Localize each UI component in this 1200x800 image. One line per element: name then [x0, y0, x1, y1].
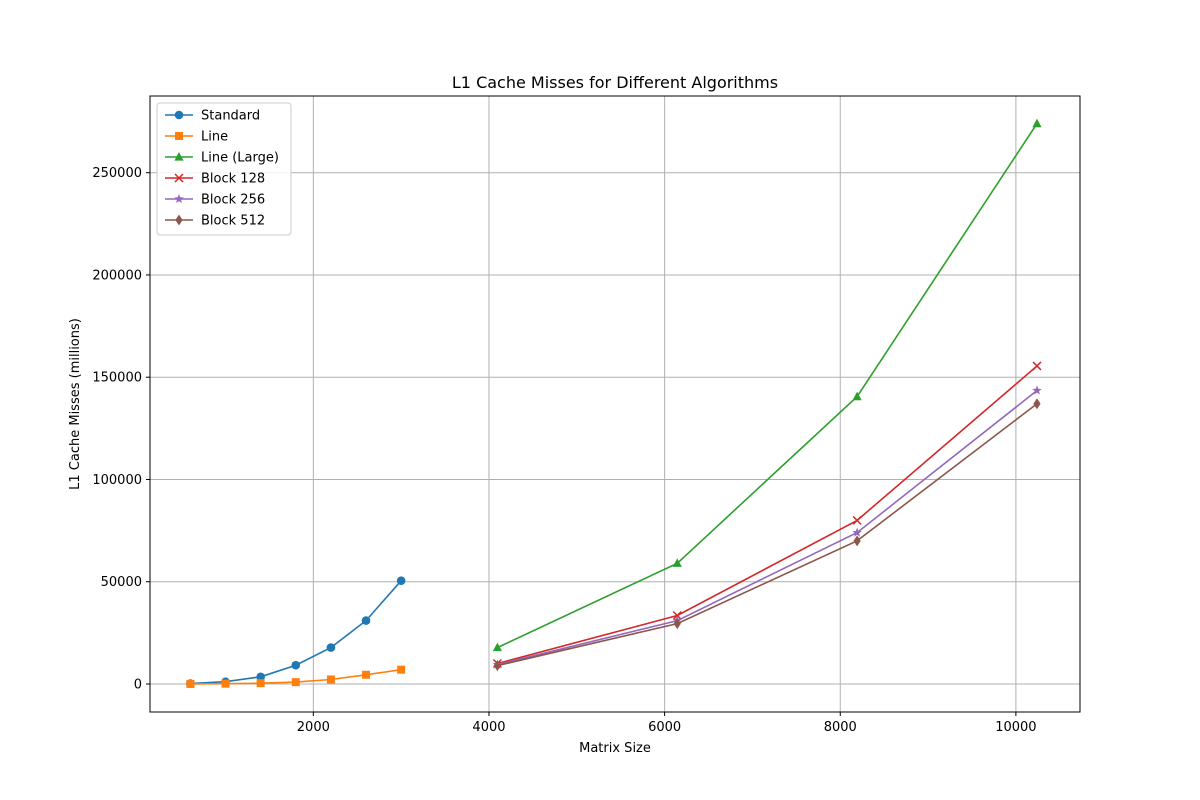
- legend-label: Standard: [201, 109, 260, 124]
- legend: Standard Line Line (Large) Block 128 Block 2…: [156, 102, 292, 236]
- data-point: [291, 678, 300, 687]
- data-point: [396, 576, 406, 586]
- data-point: [221, 679, 230, 688]
- legend-marker: [174, 110, 184, 120]
- data-point: [291, 660, 301, 670]
- data-point: [362, 670, 371, 679]
- data-point: [672, 610, 682, 620]
- data-point: [1033, 398, 1041, 410]
- y-tick-label: 50000: [101, 575, 142, 590]
- legend-entry: Line (Large): [165, 151, 279, 166]
- legend-entry: Block 512: [165, 214, 265, 229]
- legend-marker: [174, 194, 184, 204]
- y-tick-label: 250000: [92, 166, 142, 181]
- series-line: [497, 389, 1038, 666]
- series-line: [497, 123, 1038, 649]
- y-tick-label: 200000: [92, 268, 142, 283]
- data-point: [852, 527, 862, 537]
- data-point: [1032, 118, 1042, 128]
- y-tick-label: 150000: [92, 371, 142, 386]
- y-tick-label: 0: [134, 677, 142, 692]
- legend-entry: Block 128: [165, 172, 265, 187]
- data-point: [852, 515, 862, 525]
- series-line: [497, 365, 1038, 665]
- series-line: [186, 665, 406, 688]
- data-point: [1032, 361, 1042, 371]
- legend-label: Line (Large): [201, 151, 279, 166]
- series-line-large: [492, 118, 1042, 652]
- data-point: [673, 618, 681, 630]
- legend-marker: [175, 132, 183, 140]
- x-axis-label: Matrix Size: [579, 741, 651, 756]
- data-point: [361, 616, 371, 625]
- data-point: [326, 675, 335, 684]
- legend-marker: [174, 173, 184, 183]
- data-point: [256, 672, 265, 682]
- series-layer: [186, 118, 1042, 688]
- y-tick-label: 100000: [92, 473, 142, 488]
- legend-marker: [175, 214, 183, 226]
- legend-label: Block 256: [201, 193, 265, 208]
- x-tick-label: 8000: [824, 720, 857, 735]
- legend-entry: Standard: [165, 109, 260, 124]
- legend-label: Line: [201, 130, 228, 145]
- legend-marker: [174, 152, 184, 161]
- data-point: [672, 558, 682, 567]
- legend-label: Block 512: [201, 214, 265, 229]
- series-block-512: [493, 398, 1041, 672]
- data-point: [397, 665, 406, 674]
- data-point: [492, 642, 503, 652]
- x-axis: 2000 4000 6000 8000 10000: [297, 712, 1037, 735]
- y-axis-label: L1 Cache Misses (millions): [68, 318, 83, 490]
- x-tick-label: 6000: [648, 720, 681, 735]
- data-point: [1032, 385, 1042, 395]
- x-tick-label: 4000: [472, 720, 505, 735]
- plot-frame: [149, 95, 1081, 713]
- x-tick-label: 2000: [297, 720, 330, 735]
- x-tick-label: 10000: [995, 720, 1036, 735]
- legend-entry: Block 256: [165, 193, 265, 208]
- data-point: [493, 660, 502, 672]
- data-point: [186, 679, 195, 688]
- series-line: [497, 403, 1038, 667]
- data-point: [256, 679, 265, 688]
- data-point: [326, 643, 336, 652]
- legend-entry: Line: [165, 130, 228, 145]
- grid: [150, 96, 1080, 712]
- chart-title: L1 Cache Misses for Different Algorithms: [452, 73, 778, 92]
- legend-label: Block 128: [201, 172, 265, 187]
- data-point: [853, 535, 861, 547]
- data-point: [852, 391, 862, 401]
- y-axis: 0 50000 100000 150000 200000 250000: [92, 166, 150, 692]
